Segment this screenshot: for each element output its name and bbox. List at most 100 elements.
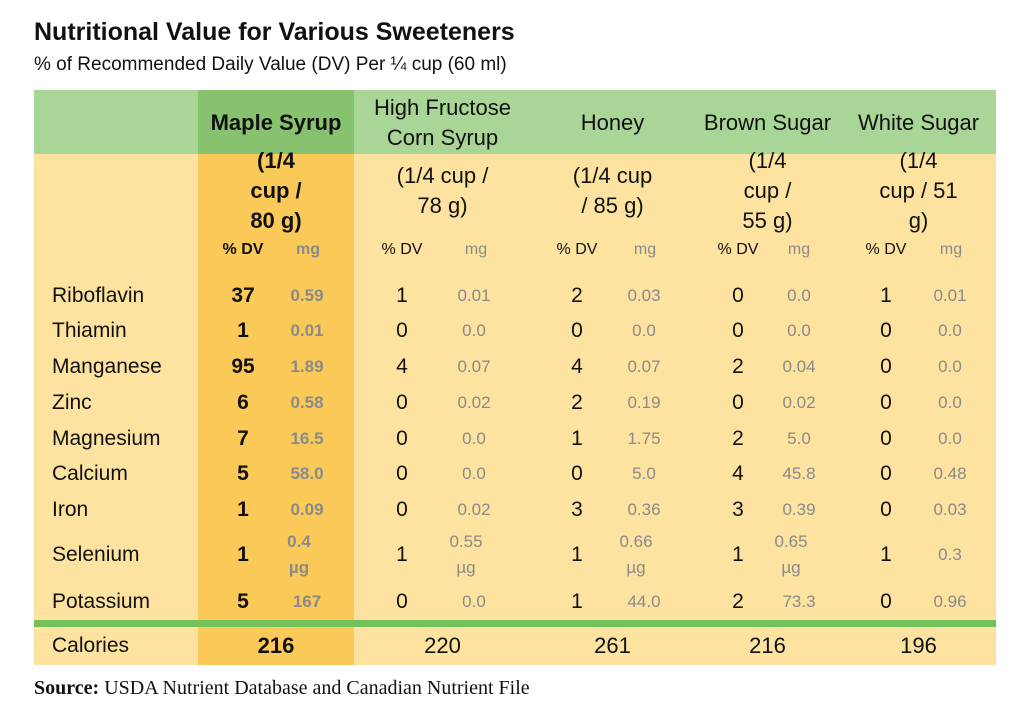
mg-value: 0.58 — [290, 393, 324, 412]
chart-subtitle: % of Recommended Daily Value (DV) Per ¼ … — [34, 54, 507, 75]
dv-value: 6 — [237, 391, 249, 414]
unit-mg-label: mg — [464, 241, 488, 258]
mg-value: 0.07 — [627, 357, 661, 376]
dv-value: 0 — [396, 319, 408, 342]
dv-value: 2 — [571, 284, 583, 307]
calories-value: 196 — [900, 633, 937, 658]
dv-value: 0 — [880, 590, 892, 613]
dv-value: 5 — [237, 590, 249, 613]
unit-dv-label: % DV — [381, 241, 423, 258]
dv-value: 0 — [396, 391, 408, 414]
calories-value: 220 — [424, 633, 461, 658]
dv-value: 1 — [571, 542, 583, 566]
mg-value: 0.01 — [457, 286, 491, 305]
column-serving: (1/4 cup / 55 g) — [742, 148, 793, 233]
row-label: Zinc — [52, 391, 92, 414]
calories-divider — [34, 620, 996, 627]
mg-value: 0.3 — [938, 544, 962, 564]
mg-value: 58.0 — [290, 464, 324, 483]
dv-value: 0 — [732, 284, 744, 307]
dv-value: 0 — [732, 391, 744, 414]
dv-value: 0 — [880, 462, 892, 485]
column-serving: (1/4 cup / 78 g) — [396, 163, 489, 218]
mg-value: 0.48 — [933, 464, 967, 483]
dv-value: 3 — [571, 498, 583, 521]
mg-value: 0.0 — [462, 464, 486, 483]
dv-value: 0 — [396, 590, 408, 613]
mg-value: 0.0 — [787, 286, 811, 305]
dv-value: 1 — [880, 542, 892, 566]
dv-value: 1 — [571, 427, 583, 450]
source-note: Source: USDA Nutrient Database and Canad… — [34, 677, 530, 700]
unit-dv-label: % DV — [717, 241, 759, 258]
row-label: Iron — [52, 498, 89, 521]
source-text: USDA Nutrient Database and Canadian Nutr… — [99, 677, 530, 699]
dv-value: 0 — [396, 427, 408, 450]
calories-value: 216 — [749, 633, 786, 658]
mg-value: 0.0 — [462, 429, 486, 448]
dv-value: 7 — [237, 427, 249, 450]
column-serving: (1/4 cup / 85 g) — [572, 163, 653, 218]
row-label: Potassium — [52, 590, 151, 613]
mg-value: 0.0 — [632, 321, 656, 340]
mg-value: 0.02 — [457, 500, 491, 519]
unit-dv-label: % DV — [222, 241, 264, 258]
dv-value: 95 — [231, 355, 255, 378]
column-header: White Sugar — [857, 110, 980, 135]
mg-value: 0.02 — [457, 393, 491, 412]
unit-dv-label: % DV — [865, 241, 907, 258]
mg-value: 0.0 — [462, 321, 486, 340]
dv-value: 0 — [880, 498, 892, 521]
mg-value: 0.66 µg — [619, 531, 653, 577]
mg-value: 44.0 — [627, 592, 661, 611]
row-label: Riboflavin — [52, 284, 145, 307]
dv-value: 1 — [396, 284, 408, 307]
mg-value: 0.01 — [933, 286, 967, 305]
maple-column-highlight — [198, 90, 354, 665]
mg-value: 0.4 µg — [287, 531, 311, 577]
source-label: Source: — [34, 677, 100, 699]
unit-mg-label: mg — [787, 241, 811, 258]
dv-value: 4 — [571, 355, 583, 378]
dv-value: 2 — [732, 590, 744, 613]
mg-value: 0.02 — [782, 393, 816, 412]
dv-value: 1 — [880, 284, 892, 307]
mg-value: 73.3 — [782, 592, 816, 611]
column-header: High Fructose Corn Syrup — [374, 95, 511, 150]
dv-value: 1 — [237, 542, 249, 566]
dv-value: 1 — [396, 542, 408, 566]
row-label: Calcium — [52, 462, 128, 485]
dv-value: 5 — [237, 462, 249, 485]
mg-value: 45.8 — [782, 464, 816, 483]
dv-value: 2 — [732, 355, 744, 378]
mg-value: 0.09 — [290, 500, 324, 519]
calories-value: 261 — [594, 633, 631, 658]
mg-value: 0.03 — [933, 500, 967, 519]
column-header: Honey — [580, 110, 645, 135]
header-band — [34, 90, 996, 154]
mg-value: 0.0 — [787, 321, 811, 340]
mg-value: 0.39 — [782, 500, 816, 519]
column-serving: (1/4 cup / 80 g) — [250, 148, 302, 233]
dv-value: 0 — [571, 462, 583, 485]
mg-value: 0.0 — [938, 321, 962, 340]
mg-value: 0.59 — [290, 286, 324, 305]
mg-value: 0.07 — [457, 357, 491, 376]
dv-value: 0 — [732, 319, 744, 342]
dv-value: 0 — [396, 498, 408, 521]
chart-title: Nutritional Value for Various Sweeteners — [34, 18, 515, 46]
dv-value: 0 — [880, 391, 892, 414]
unit-mg-label: mg — [633, 241, 657, 258]
mg-value: 0.0 — [938, 393, 962, 412]
dv-value: 0 — [880, 427, 892, 450]
dv-value: 1 — [237, 319, 249, 342]
dv-value: 0 — [880, 355, 892, 378]
mg-value: 5.0 — [632, 464, 656, 483]
mg-value: 0.96 — [933, 592, 967, 611]
mg-value: 0.55 µg — [449, 531, 483, 577]
unit-mg-label: mg — [296, 241, 320, 258]
mg-value: 0.0 — [938, 357, 962, 376]
mg-value: 0.19 — [627, 393, 661, 412]
mg-value: 0.04 — [782, 357, 816, 376]
row-label: Selenium — [52, 542, 140, 566]
